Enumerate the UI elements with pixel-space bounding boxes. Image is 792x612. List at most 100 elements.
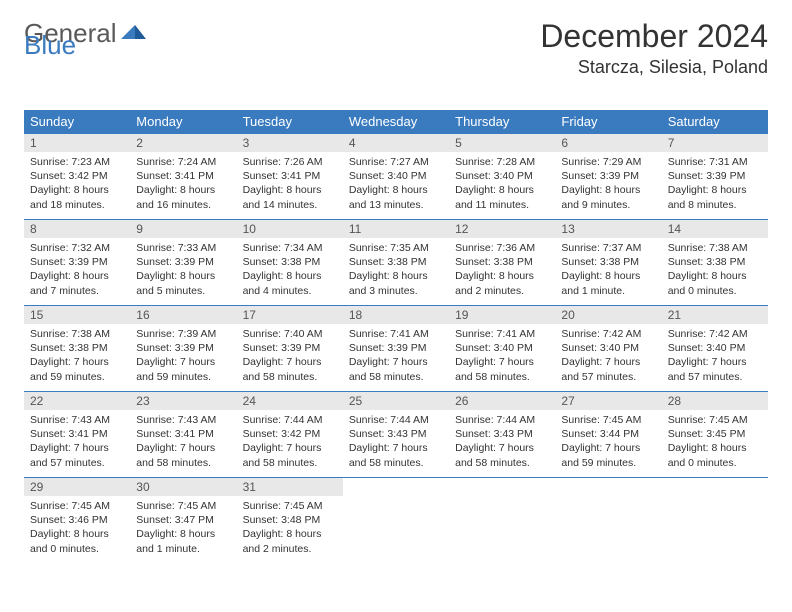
calendar-cell: 10Sunrise: 7:34 AMSunset: 3:38 PMDayligh… — [237, 220, 343, 306]
weekday-header: Monday — [130, 110, 236, 134]
calendar-cell: 29Sunrise: 7:45 AMSunset: 3:46 PMDayligh… — [24, 478, 130, 564]
month-title: December 2024 — [540, 18, 768, 55]
calendar-cell: 17Sunrise: 7:40 AMSunset: 3:39 PMDayligh… — [237, 306, 343, 392]
calendar-table: Sunday Monday Tuesday Wednesday Thursday… — [24, 110, 768, 564]
day-details: Sunrise: 7:40 AMSunset: 3:39 PMDaylight:… — [237, 324, 343, 388]
calendar-cell: 15Sunrise: 7:38 AMSunset: 3:38 PMDayligh… — [24, 306, 130, 392]
day-number: 3 — [237, 134, 343, 152]
day-details: Sunrise: 7:39 AMSunset: 3:39 PMDaylight:… — [130, 324, 236, 388]
calendar-cell: 22Sunrise: 7:43 AMSunset: 3:41 PMDayligh… — [24, 392, 130, 478]
day-details: Sunrise: 7:45 AMSunset: 3:47 PMDaylight:… — [130, 496, 236, 560]
day-details: Sunrise: 7:42 AMSunset: 3:40 PMDaylight:… — [662, 324, 768, 388]
calendar-cell: 6Sunrise: 7:29 AMSunset: 3:39 PMDaylight… — [555, 134, 661, 220]
day-number: 22 — [24, 392, 130, 410]
day-details: Sunrise: 7:31 AMSunset: 3:39 PMDaylight:… — [662, 152, 768, 216]
day-number: 7 — [662, 134, 768, 152]
day-details: Sunrise: 7:29 AMSunset: 3:39 PMDaylight:… — [555, 152, 661, 216]
day-details: Sunrise: 7:28 AMSunset: 3:40 PMDaylight:… — [449, 152, 555, 216]
calendar-row: 29Sunrise: 7:45 AMSunset: 3:46 PMDayligh… — [24, 478, 768, 564]
day-details: Sunrise: 7:33 AMSunset: 3:39 PMDaylight:… — [130, 238, 236, 302]
day-number: 27 — [555, 392, 661, 410]
calendar-cell: 27Sunrise: 7:45 AMSunset: 3:44 PMDayligh… — [555, 392, 661, 478]
header: General Blue December 2024 Starcza, Sile… — [24, 18, 768, 78]
calendar-cell: 5Sunrise: 7:28 AMSunset: 3:40 PMDaylight… — [449, 134, 555, 220]
calendar-cell: 13Sunrise: 7:37 AMSunset: 3:38 PMDayligh… — [555, 220, 661, 306]
calendar-cell: 14Sunrise: 7:38 AMSunset: 3:38 PMDayligh… — [662, 220, 768, 306]
title-block: December 2024 Starcza, Silesia, Poland — [540, 18, 768, 78]
calendar-cell: 28Sunrise: 7:45 AMSunset: 3:45 PMDayligh… — [662, 392, 768, 478]
day-number: 8 — [24, 220, 130, 238]
day-number: 26 — [449, 392, 555, 410]
calendar-cell: 8Sunrise: 7:32 AMSunset: 3:39 PMDaylight… — [24, 220, 130, 306]
calendar-cell: 9Sunrise: 7:33 AMSunset: 3:39 PMDaylight… — [130, 220, 236, 306]
day-details: Sunrise: 7:43 AMSunset: 3:41 PMDaylight:… — [130, 410, 236, 474]
calendar-cell: 2Sunrise: 7:24 AMSunset: 3:41 PMDaylight… — [130, 134, 236, 220]
day-number: 4 — [343, 134, 449, 152]
day-details: Sunrise: 7:24 AMSunset: 3:41 PMDaylight:… — [130, 152, 236, 216]
day-number: 2 — [130, 134, 236, 152]
day-details: Sunrise: 7:34 AMSunset: 3:38 PMDaylight:… — [237, 238, 343, 302]
day-details: Sunrise: 7:44 AMSunset: 3:43 PMDaylight:… — [343, 410, 449, 474]
calendar-cell: 21Sunrise: 7:42 AMSunset: 3:40 PMDayligh… — [662, 306, 768, 392]
day-details: Sunrise: 7:32 AMSunset: 3:39 PMDaylight:… — [24, 238, 130, 302]
calendar-body: 1Sunrise: 7:23 AMSunset: 3:42 PMDaylight… — [24, 134, 768, 564]
day-number: 15 — [24, 306, 130, 324]
calendar-row: 8Sunrise: 7:32 AMSunset: 3:39 PMDaylight… — [24, 220, 768, 306]
day-number: 29 — [24, 478, 130, 496]
weekday-header: Sunday — [24, 110, 130, 134]
day-number: 24 — [237, 392, 343, 410]
weekday-header: Saturday — [662, 110, 768, 134]
logo-text-blue: Blue — [24, 30, 76, 61]
day-number: 21 — [662, 306, 768, 324]
day-details: Sunrise: 7:35 AMSunset: 3:38 PMDaylight:… — [343, 238, 449, 302]
day-number: 1 — [24, 134, 130, 152]
calendar-cell-empty: .. — [555, 478, 661, 564]
day-details: Sunrise: 7:38 AMSunset: 3:38 PMDaylight:… — [24, 324, 130, 388]
day-number: 18 — [343, 306, 449, 324]
day-details: Sunrise: 7:45 AMSunset: 3:44 PMDaylight:… — [555, 410, 661, 474]
location: Starcza, Silesia, Poland — [540, 57, 768, 78]
day-number: 23 — [130, 392, 236, 410]
day-number: 11 — [343, 220, 449, 238]
day-number: 14 — [662, 220, 768, 238]
day-number: 20 — [555, 306, 661, 324]
day-number: 30 — [130, 478, 236, 496]
day-details: Sunrise: 7:45 AMSunset: 3:46 PMDaylight:… — [24, 496, 130, 560]
calendar-cell: 31Sunrise: 7:45 AMSunset: 3:48 PMDayligh… — [237, 478, 343, 564]
day-details: Sunrise: 7:43 AMSunset: 3:41 PMDaylight:… — [24, 410, 130, 474]
day-details: Sunrise: 7:38 AMSunset: 3:38 PMDaylight:… — [662, 238, 768, 302]
day-number: 10 — [237, 220, 343, 238]
day-details: Sunrise: 7:42 AMSunset: 3:40 PMDaylight:… — [555, 324, 661, 388]
calendar-cell: 25Sunrise: 7:44 AMSunset: 3:43 PMDayligh… — [343, 392, 449, 478]
calendar-cell: 24Sunrise: 7:44 AMSunset: 3:42 PMDayligh… — [237, 392, 343, 478]
day-number: 5 — [449, 134, 555, 152]
day-details: Sunrise: 7:44 AMSunset: 3:43 PMDaylight:… — [449, 410, 555, 474]
weekday-header: Thursday — [449, 110, 555, 134]
calendar-row: 1Sunrise: 7:23 AMSunset: 3:42 PMDaylight… — [24, 134, 768, 220]
day-number: 19 — [449, 306, 555, 324]
calendar-cell-empty: .. — [662, 478, 768, 564]
weekday-header: Friday — [555, 110, 661, 134]
day-details: Sunrise: 7:27 AMSunset: 3:40 PMDaylight:… — [343, 152, 449, 216]
calendar-cell-empty: .. — [343, 478, 449, 564]
weekday-header: Wednesday — [343, 110, 449, 134]
day-number: 31 — [237, 478, 343, 496]
day-number: 12 — [449, 220, 555, 238]
calendar-cell: 30Sunrise: 7:45 AMSunset: 3:47 PMDayligh… — [130, 478, 236, 564]
day-details: Sunrise: 7:41 AMSunset: 3:40 PMDaylight:… — [449, 324, 555, 388]
day-details: Sunrise: 7:41 AMSunset: 3:39 PMDaylight:… — [343, 324, 449, 388]
day-number: 17 — [237, 306, 343, 324]
day-details: Sunrise: 7:45 AMSunset: 3:48 PMDaylight:… — [237, 496, 343, 560]
logo-triangle-icon — [121, 21, 147, 46]
day-number: 28 — [662, 392, 768, 410]
weekday-header-row: Sunday Monday Tuesday Wednesday Thursday… — [24, 110, 768, 134]
logo: General Blue — [24, 18, 147, 49]
calendar-row: 15Sunrise: 7:38 AMSunset: 3:38 PMDayligh… — [24, 306, 768, 392]
calendar-cell: 26Sunrise: 7:44 AMSunset: 3:43 PMDayligh… — [449, 392, 555, 478]
day-details: Sunrise: 7:26 AMSunset: 3:41 PMDaylight:… — [237, 152, 343, 216]
calendar-cell: 16Sunrise: 7:39 AMSunset: 3:39 PMDayligh… — [130, 306, 236, 392]
calendar-cell: 1Sunrise: 7:23 AMSunset: 3:42 PMDaylight… — [24, 134, 130, 220]
calendar-cell: 11Sunrise: 7:35 AMSunset: 3:38 PMDayligh… — [343, 220, 449, 306]
calendar-cell: 18Sunrise: 7:41 AMSunset: 3:39 PMDayligh… — [343, 306, 449, 392]
calendar-cell: 12Sunrise: 7:36 AMSunset: 3:38 PMDayligh… — [449, 220, 555, 306]
